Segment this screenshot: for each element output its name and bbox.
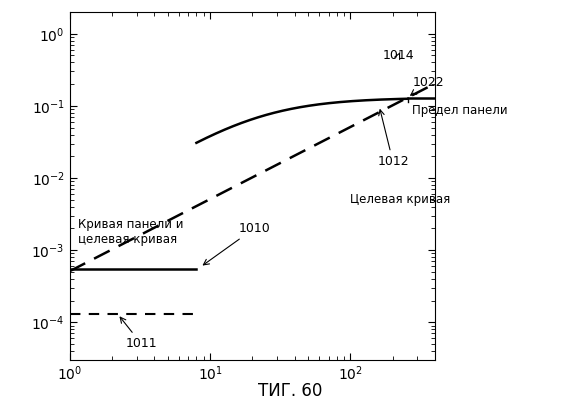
Text: Целевая кривая: Целевая кривая — [350, 193, 451, 206]
Text: Предел панели: Предел панели — [412, 104, 508, 117]
Text: ΤИГ. 60: ΤИГ. 60 — [258, 382, 322, 400]
Text: 1012: 1012 — [377, 110, 409, 168]
Text: 1010: 1010 — [204, 222, 270, 265]
Text: 1014: 1014 — [383, 49, 415, 62]
Text: 1022: 1022 — [411, 76, 444, 95]
Text: Кривая панели и
целевая кривая: Кривая панели и целевая кривая — [78, 218, 184, 246]
Text: 1011: 1011 — [120, 317, 157, 350]
